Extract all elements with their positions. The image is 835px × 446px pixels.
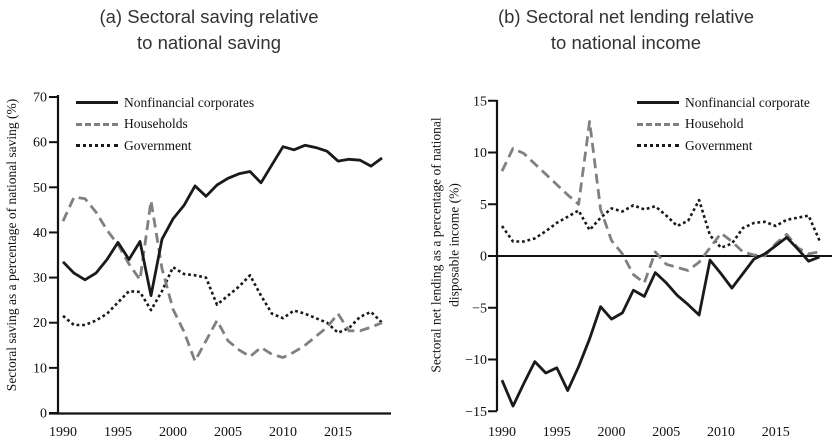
x-tick-label: 1995: [543, 425, 571, 440]
panel-a-y-axis-label: Sectoral saving as a percentage of natio…: [0, 40, 28, 446]
y-tick-label: 10: [33, 361, 47, 376]
x-tick-label: 2000: [598, 425, 626, 440]
x-tick-label: 2010: [269, 425, 297, 440]
y-tick-label: 50: [33, 181, 47, 196]
y-tick-label: 70: [33, 91, 47, 106]
y-tick-label: 15: [473, 94, 487, 109]
panel-b-y-axis-label-text: Sectoral net lending as a percentage of …: [428, 117, 464, 372]
legend-item-household: Household: [637, 114, 810, 136]
legend-label: Nonfinancial corporates: [124, 94, 255, 110]
series-line-nonfinancial-corporates: [61, 143, 383, 298]
dashed-line-swatch: [76, 122, 118, 126]
panel-b: (b) Sectoral net lending relative to nat…: [417, 0, 835, 446]
legend-item-nonfinancial-corporate: Nonfinancial corporate: [637, 92, 810, 114]
legend-item-nonfinancial-corporates: Nonfinancial corporates: [76, 92, 254, 114]
legend-label: Households: [124, 116, 188, 132]
legend-label: Nonfinancial corporate: [685, 94, 810, 110]
panel-a-title-line1: (a) Sectoral saving relative: [99, 6, 319, 27]
series-line-households: [61, 195, 383, 363]
x-tick-label: 1990: [488, 425, 516, 440]
legend-item-government: Government: [637, 135, 810, 157]
x-tick-label: 2015: [762, 425, 790, 440]
panel-b-title-line2: to national income: [550, 32, 702, 53]
panel-a-title-line2: to national saving: [137, 32, 281, 53]
x-tick-label: 2015: [324, 425, 352, 440]
legend-label: Government: [124, 137, 192, 153]
series-line-government: [62, 265, 383, 335]
y-tick-label: 0: [480, 250, 487, 265]
y-tick-label: −5: [472, 301, 487, 316]
panel-a-plot-area: 0 10 20 30 40 50 60 70 1990 1995 2000 2005 2010 2015: [33, 91, 391, 440]
x-tick-label: 1995: [104, 425, 132, 440]
panel-b-title: (b) Sectoral net lending relative to nat…: [417, 4, 835, 56]
legend-item-households: Households: [76, 114, 254, 136]
x-tick-label: 2005: [214, 425, 242, 440]
y-tick-label: 30: [33, 271, 47, 286]
dashed-line-swatch: [637, 122, 679, 126]
y-tick-label: 5: [480, 198, 487, 213]
dotted-line-swatch: [637, 144, 679, 148]
y-tick-label: 60: [33, 136, 47, 151]
legend-label: Government: [685, 137, 753, 153]
x-tick-label: 2000: [159, 425, 187, 440]
x-tick-label: 2010: [707, 425, 735, 440]
y-tick-label: −15: [465, 405, 487, 420]
solid-line-swatch: [76, 101, 118, 105]
y-tick-label: 40: [33, 226, 47, 241]
y-tick-label: 0: [40, 407, 47, 422]
y-tick-label: 20: [33, 316, 47, 331]
solid-line-swatch: [637, 101, 679, 105]
panel-b-y-axis-label-line2: disposable income (%): [447, 183, 462, 307]
panel-b-legend: Nonfinancial corporate Household Governm…: [637, 92, 810, 157]
panel-a-legend: Nonfinancial corporates Households Gover…: [76, 92, 254, 157]
panel-b-y-axis-label: Sectoral net lending as a percentage of …: [426, 40, 466, 446]
y-tick-label: 10: [473, 146, 487, 161]
panel-a-y-axis-label-text: Sectoral saving as a percentage of natio…: [4, 98, 20, 392]
legend-item-government: Government: [76, 135, 254, 157]
panel-a-title: (a) Sectoral saving relative to national…: [0, 4, 418, 56]
panel-a: (a) Sectoral saving relative to national…: [0, 4, 418, 446]
series-line-government: [500, 198, 821, 249]
legend-label: Household: [685, 116, 744, 132]
x-tick-label: 2005: [652, 425, 680, 440]
x-tick-label: 1990: [49, 425, 77, 440]
panel-b-title-line1: (b) Sectoral net lending relative: [497, 6, 755, 27]
y-tick-label: −10: [465, 353, 487, 368]
series-line-nonfinancial-corporate: [500, 235, 821, 408]
dotted-line-swatch: [76, 144, 118, 148]
panel-b-y-axis-label-line1: Sectoral net lending as a percentage of …: [429, 117, 444, 373]
